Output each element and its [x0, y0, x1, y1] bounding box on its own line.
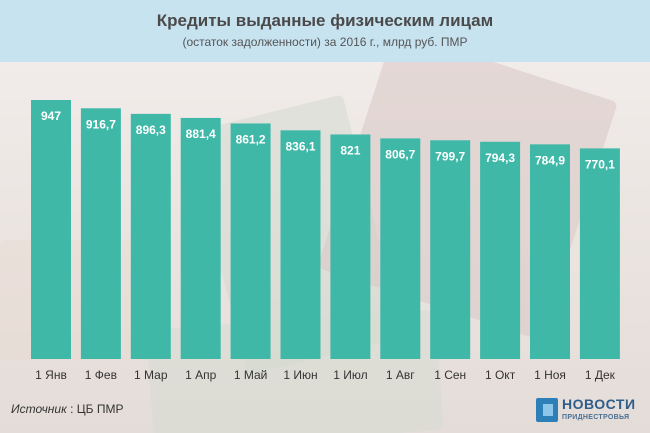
- news-logo: НОВОСТИ ПРИДНЕСТРОВЬЯ: [536, 396, 644, 428]
- x-tick-label: 1 Июн: [283, 368, 317, 382]
- bar-value-label: 770,1: [585, 157, 615, 171]
- bar-value-label: 799,7: [435, 149, 465, 163]
- source-note: Источник : ЦБ ПМР: [11, 402, 123, 416]
- x-tick-label: 1 Май: [234, 368, 268, 382]
- bar-4: [180, 117, 221, 359]
- x-tick-label: 1 Дек: [585, 368, 616, 382]
- x-tick-label: 1 Авг: [386, 368, 415, 382]
- bar-2: [80, 108, 121, 359]
- bar-11: [530, 144, 570, 359]
- x-tick-label: 1 Ноя: [534, 368, 566, 382]
- bar-9: [430, 140, 471, 359]
- bar-7: [330, 134, 371, 359]
- bar-3: [130, 113, 171, 359]
- x-tick-label: 1 Янв: [35, 368, 67, 382]
- bar-value-label: 821: [340, 143, 360, 157]
- x-tick-label: 1 Окт: [485, 368, 516, 382]
- bar-value-label: 794,3: [485, 151, 515, 165]
- chart-title: Кредиты выданные физическим лицам: [156, 11, 494, 30]
- logo-subtitle: ПРИДНЕСТРОВЬЯ: [562, 414, 630, 421]
- bar-5: [230, 123, 271, 359]
- x-tick-label: 1 Сен: [434, 368, 466, 382]
- bar-1: [31, 100, 71, 359]
- bar-value-label: 896,3: [136, 123, 166, 137]
- source-value: : ЦБ ПМР: [70, 402, 124, 416]
- bar-12: [579, 148, 620, 359]
- bar-value-label: 947: [41, 109, 61, 123]
- chart-subtitle: (остаток задолженности) за 2016 г., млрд…: [182, 35, 468, 49]
- bar-chart: 947 1 Янв 916,7 1 Фев 896,3 1 Мар 881,4 1 Апр 86…: [31, 100, 620, 382]
- x-tick-label: 1 Июл: [333, 368, 367, 382]
- chart-header: Кредиты выданные физическим лицам (остат…: [0, 0, 650, 62]
- source-label: Источник: [11, 402, 67, 416]
- x-tick-label: 1 Мар: [134, 368, 168, 382]
- bar-value-label: 881,4: [186, 127, 216, 141]
- bar-value-label: 861,2: [236, 132, 266, 146]
- bar-value-label: 836,1: [285, 139, 315, 153]
- logo-icon: [536, 398, 558, 422]
- bar-10: [480, 141, 521, 359]
- bar-value-label: 916,7: [86, 117, 116, 131]
- x-tick-label: 1 Фев: [85, 368, 117, 382]
- bar-value-label: 806,7: [385, 147, 415, 161]
- bar-6: [280, 130, 321, 359]
- x-tick-label: 1 Апр: [185, 368, 217, 382]
- bar-value-label: 784,9: [535, 153, 565, 167]
- bar-8: [380, 138, 421, 359]
- logo-name: НОВОСТИ: [562, 396, 636, 412]
